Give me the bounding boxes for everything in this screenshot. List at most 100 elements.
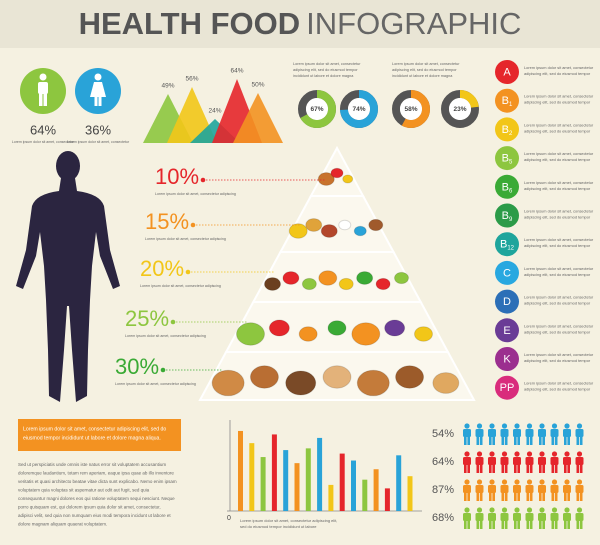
person-body — [575, 429, 584, 437]
bar — [305, 448, 311, 511]
pyramid-note: Lorem ipsum dolor sit amet, consectetur … — [140, 284, 221, 288]
pyramid-percent: 20% — [140, 256, 184, 281]
food-item — [282, 271, 300, 285]
vitamin-letter: A — [503, 66, 511, 78]
person-leg — [551, 464, 555, 473]
person-leg — [517, 464, 520, 473]
person-head — [501, 423, 508, 429]
vitamin-letter-sub: 6 — [509, 188, 513, 194]
person-head — [489, 423, 495, 429]
person-body — [488, 513, 496, 521]
gender-percent: 64% — [30, 122, 56, 137]
person-icon — [538, 423, 546, 445]
person-body — [538, 513, 546, 521]
person-leg — [492, 464, 495, 473]
vitamin-letter-main: B — [502, 210, 509, 222]
person-body — [475, 485, 484, 493]
person-head — [564, 451, 570, 457]
female-icon — [90, 73, 106, 106]
person-body — [513, 513, 521, 521]
food-item — [368, 218, 384, 232]
person-icon — [563, 451, 571, 473]
person-leg — [576, 436, 580, 445]
vitamin-text: Lorem ipsum dolor sit amet, consectetur — [524, 122, 594, 127]
person-head — [464, 451, 470, 457]
person-leg — [504, 492, 508, 501]
top-text: incididunt ut labore et dolore magna — [293, 74, 354, 78]
person-body — [563, 457, 571, 465]
person-head — [551, 423, 558, 429]
pyramid-note: Lorem ipsum dolor sit amet, consectetur … — [125, 334, 206, 338]
food-item — [353, 225, 367, 237]
person-body — [463, 485, 471, 493]
donut-arc — [441, 90, 479, 128]
person-body — [550, 457, 559, 465]
food-item — [394, 271, 410, 285]
vitamin-letter: K — [503, 353, 511, 365]
person-leg — [564, 464, 567, 473]
person-body — [500, 457, 509, 465]
vitamin-letter-main: D — [503, 296, 511, 308]
person-icon — [488, 507, 496, 529]
person-leg — [504, 464, 508, 473]
person-leg — [579, 492, 583, 501]
pyramid-note: Lorem ipsum dolor sit amet, consectetur … — [115, 382, 196, 386]
person-icon — [513, 479, 521, 501]
person-head — [576, 479, 583, 485]
food-item — [375, 277, 391, 291]
person-icon — [538, 451, 546, 473]
person-leg — [467, 520, 470, 529]
vitamin-text: Lorem ipsum dolor sit amet, consectetur — [524, 381, 594, 386]
food-item — [305, 218, 323, 232]
bar — [283, 450, 289, 511]
top-text: adipiscing elit, sed do eiusmod tempor — [392, 68, 457, 72]
vitamin-letter: B12 — [500, 239, 515, 252]
person-head — [476, 423, 483, 429]
pyramid-dot — [170, 319, 176, 325]
male-icon — [38, 73, 48, 106]
vitamin-letter-sub: 12 — [507, 245, 514, 251]
person-head — [501, 479, 508, 485]
person-icon — [500, 479, 509, 501]
vitamin-text: Lorem ipsum dolor sit amet, consectetur — [524, 151, 594, 156]
paragraph-line: consequuntur magni dolores eos qui ratio… — [18, 496, 175, 501]
vitamin-text: adipiscing elit, sed do eiusmod tempor — [524, 71, 591, 76]
vitamin-circle — [495, 203, 519, 228]
mountain — [233, 93, 283, 143]
person-head — [551, 479, 558, 485]
donut-arc — [392, 90, 430, 128]
person-leg — [554, 436, 558, 445]
person-leg — [489, 436, 492, 445]
person-leg — [464, 492, 467, 501]
person-leg — [489, 492, 492, 501]
people-percent: 87% — [432, 484, 454, 496]
person-leg — [467, 436, 470, 445]
paragraph-line: doloremque laudantium, totam rem aperiam… — [18, 471, 174, 476]
person-icon — [488, 423, 496, 445]
person-icon — [563, 507, 571, 529]
person-icon — [575, 507, 584, 529]
person-leg — [526, 464, 530, 473]
pyramid-dot — [200, 177, 206, 183]
person-icon — [575, 451, 584, 473]
donut-arc — [340, 90, 378, 128]
person-leg — [517, 436, 520, 445]
person-leg — [579, 436, 583, 445]
person-body — [463, 429, 471, 437]
vitamin-text: adipiscing elit, sed do eiusmod tempor — [524, 186, 591, 191]
vitamin-text: Lorem ipsum dolor sit amet, consectetur — [524, 295, 594, 300]
person-body — [575, 485, 584, 493]
bar — [294, 463, 300, 511]
vitamin-letter-main: B — [500, 239, 507, 251]
callout-box — [18, 419, 181, 451]
person-head — [489, 507, 495, 513]
vitamin-letter: C — [503, 267, 511, 279]
person-icon — [550, 423, 559, 445]
food-item — [432, 372, 460, 394]
person-leg — [526, 520, 530, 529]
person-body — [463, 513, 471, 521]
donut-label: 74% — [352, 106, 365, 113]
person-icon — [463, 479, 471, 501]
food-item — [236, 322, 266, 346]
person-leg — [542, 436, 545, 445]
